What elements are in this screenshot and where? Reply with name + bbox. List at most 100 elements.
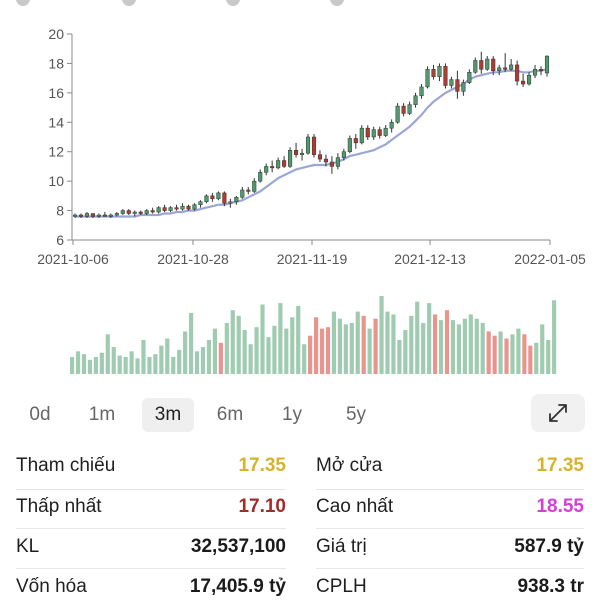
x-tick-label: 2021-10-28 bbox=[157, 251, 229, 267]
candle-body bbox=[270, 166, 275, 169]
volume-bar bbox=[290, 317, 295, 374]
volume-bar bbox=[391, 314, 396, 374]
volume-bar bbox=[337, 318, 342, 374]
volume-bar bbox=[212, 328, 217, 374]
y-tick-label: 12 bbox=[48, 144, 64, 160]
range-tab-1m[interactable]: 1m bbox=[88, 404, 116, 425]
volume-bar bbox=[302, 344, 307, 374]
x-tick-label: 2021-10-06 bbox=[37, 251, 109, 267]
range-tab-1y[interactable]: 1y bbox=[281, 404, 303, 425]
stat-label: Thấp nhất bbox=[16, 496, 102, 517]
volume-bar bbox=[433, 314, 438, 374]
candle-body bbox=[419, 86, 424, 97]
volume-bar bbox=[355, 311, 360, 374]
candle-body bbox=[204, 195, 209, 202]
candle-body bbox=[437, 66, 442, 77]
stat-volume: KL 32,537,100 bbox=[16, 528, 286, 568]
volume-bar bbox=[87, 359, 93, 374]
range-tab-0d[interactable]: 0d bbox=[29, 404, 51, 425]
candle-body bbox=[395, 105, 400, 123]
candle-body bbox=[467, 72, 472, 83]
candle-body bbox=[126, 210, 131, 214]
volume-bar bbox=[397, 339, 402, 374]
volume-bar bbox=[266, 337, 271, 374]
candle-body bbox=[252, 180, 257, 192]
volume-bar bbox=[278, 303, 283, 374]
volume-bar bbox=[528, 345, 533, 374]
range-tab-5y[interactable]: 5y bbox=[345, 404, 367, 425]
candle-body bbox=[521, 80, 526, 85]
stat-value: 32,537,100 bbox=[190, 536, 286, 557]
divider bbox=[316, 528, 584, 529]
divider bbox=[16, 528, 286, 529]
candle-body bbox=[276, 160, 281, 169]
volume-bar bbox=[242, 330, 247, 374]
tab-strip-cut bbox=[0, 0, 600, 8]
volume-bar bbox=[129, 351, 134, 374]
candle-body bbox=[497, 67, 502, 72]
candle-body bbox=[144, 210, 149, 214]
candle-body bbox=[431, 69, 436, 77]
stat-value: 587.9 tỷ bbox=[514, 536, 584, 557]
volume-bar bbox=[349, 322, 354, 374]
candle-body bbox=[78, 214, 84, 217]
volume-bar bbox=[284, 328, 289, 374]
candle-body bbox=[162, 207, 167, 211]
stat-label: Cao nhất bbox=[316, 496, 394, 517]
volume-bar bbox=[224, 322, 229, 374]
expand-arrows-icon bbox=[549, 404, 567, 422]
candle-body bbox=[377, 129, 382, 136]
y-tick-label: 10 bbox=[48, 173, 64, 189]
volume-bar bbox=[492, 335, 497, 374]
candle-body bbox=[102, 214, 107, 217]
volume-bar bbox=[254, 327, 259, 374]
candle-body bbox=[544, 55, 550, 74]
divider bbox=[316, 489, 584, 490]
price-candlestick-chart[interactable]: 6 8 10 12 14 16 18 20 2021-10-06 2021-10-28 2021-1… bbox=[0, 14, 600, 276]
volume-bar bbox=[444, 310, 450, 374]
candle-body bbox=[114, 213, 119, 216]
volume-bar bbox=[308, 335, 313, 374]
candle-body bbox=[198, 201, 203, 205]
stat-value: 18.55 bbox=[536, 496, 584, 517]
divider bbox=[316, 568, 584, 569]
stat-label: KL bbox=[16, 536, 40, 557]
range-tab-3m[interactable]: 3m bbox=[142, 398, 194, 432]
stat-label: Vốn hóa bbox=[16, 576, 87, 597]
candle-body bbox=[389, 122, 394, 129]
candle-body bbox=[192, 204, 197, 210]
candle-body bbox=[533, 69, 538, 76]
volume-bar bbox=[403, 330, 408, 374]
volume-bar bbox=[111, 347, 116, 374]
volume-bar bbox=[480, 322, 485, 374]
volume-bar bbox=[361, 315, 366, 374]
stat-low: Thấp nhất 17.10 bbox=[16, 488, 286, 528]
candle-body bbox=[96, 214, 101, 217]
range-tab-6m[interactable]: 6m bbox=[216, 404, 244, 425]
volume-bar bbox=[105, 334, 110, 374]
expand-button[interactable] bbox=[531, 394, 585, 432]
candle-body bbox=[317, 154, 323, 160]
volume-bar bbox=[93, 356, 98, 374]
volume-bar bbox=[75, 351, 81, 374]
candle-body bbox=[335, 157, 340, 167]
volume-bar bbox=[474, 318, 479, 374]
candle-body bbox=[485, 58, 490, 70]
candle-body bbox=[282, 160, 287, 167]
candle-body bbox=[210, 195, 215, 200]
volume-bar bbox=[367, 328, 372, 374]
candle-body bbox=[509, 64, 514, 70]
volume-bar bbox=[546, 339, 551, 374]
stat-value: 938.3 tr bbox=[517, 576, 584, 597]
volume-bar bbox=[456, 324, 461, 374]
volume-bar bbox=[147, 356, 152, 374]
candle-body bbox=[347, 138, 352, 152]
volume-bar bbox=[421, 322, 426, 374]
volume-bar bbox=[552, 300, 557, 374]
volume-bar bbox=[206, 339, 212, 374]
candle-body bbox=[383, 127, 388, 136]
candle-body bbox=[72, 214, 78, 217]
stat-shares-outstanding: CPLH 938.3 tr bbox=[316, 568, 584, 608]
tab-dot-icon bbox=[16, 0, 30, 6]
stat-label: Giá trị bbox=[316, 536, 367, 557]
